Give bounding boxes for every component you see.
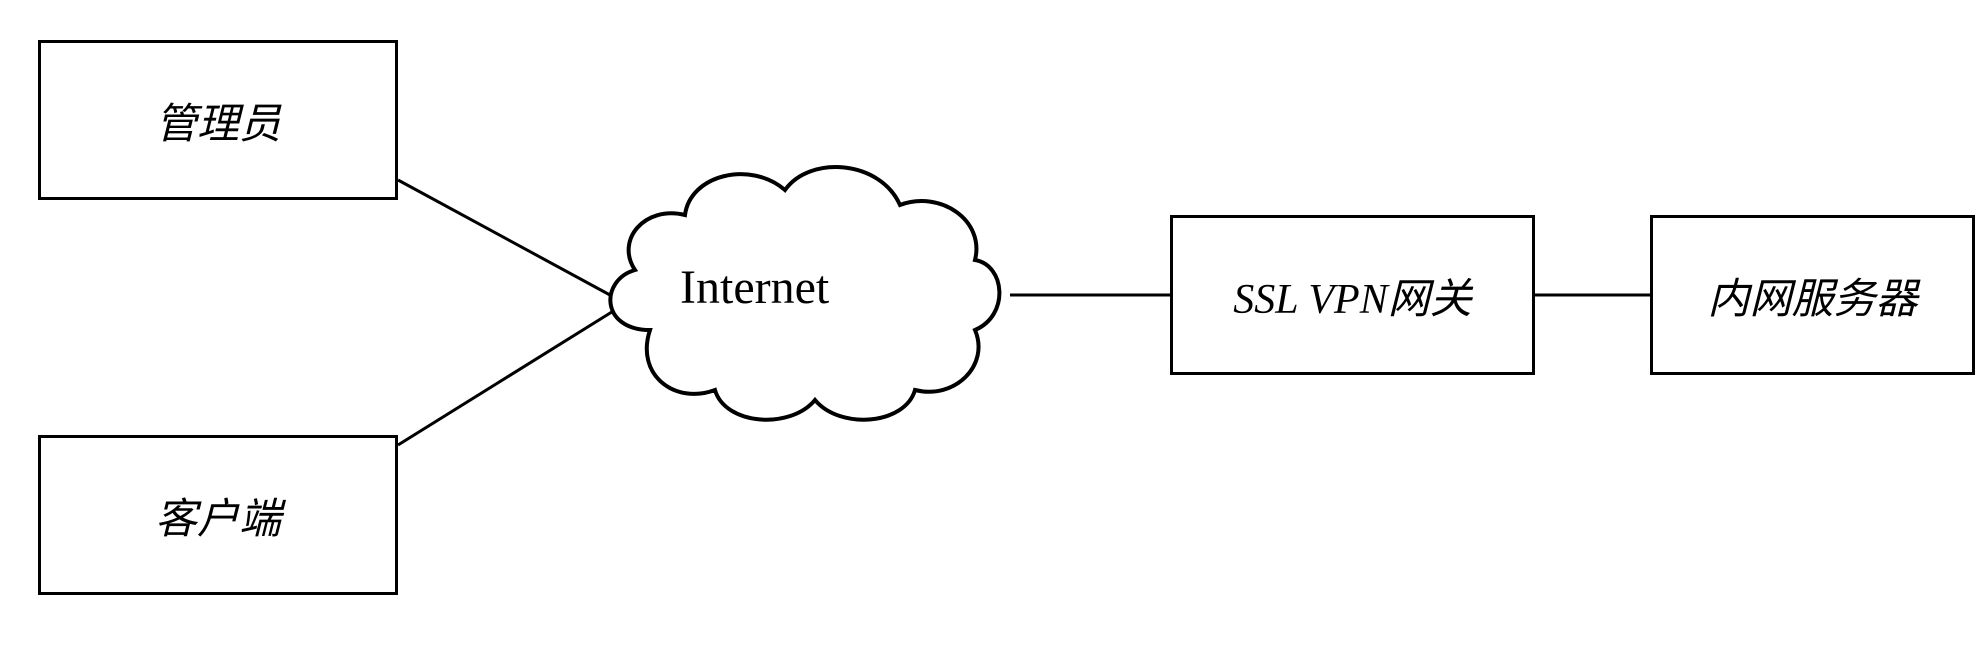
node-client: 客户端 — [38, 435, 398, 595]
node-admin-label: 管理员 — [155, 90, 281, 151]
node-internet-label: Internet — [680, 260, 829, 315]
node-server: 内网服务器 — [1650, 215, 1975, 375]
node-gateway: SSL VPN网关 — [1170, 215, 1535, 375]
node-server-label: 内网服务器 — [1707, 265, 1917, 326]
node-client-label: 客户端 — [155, 485, 281, 546]
node-gateway-label: SSL VPN网关 — [1233, 265, 1471, 326]
node-admin: 管理员 — [38, 40, 398, 200]
edge-admin-internet — [398, 180, 610, 295]
